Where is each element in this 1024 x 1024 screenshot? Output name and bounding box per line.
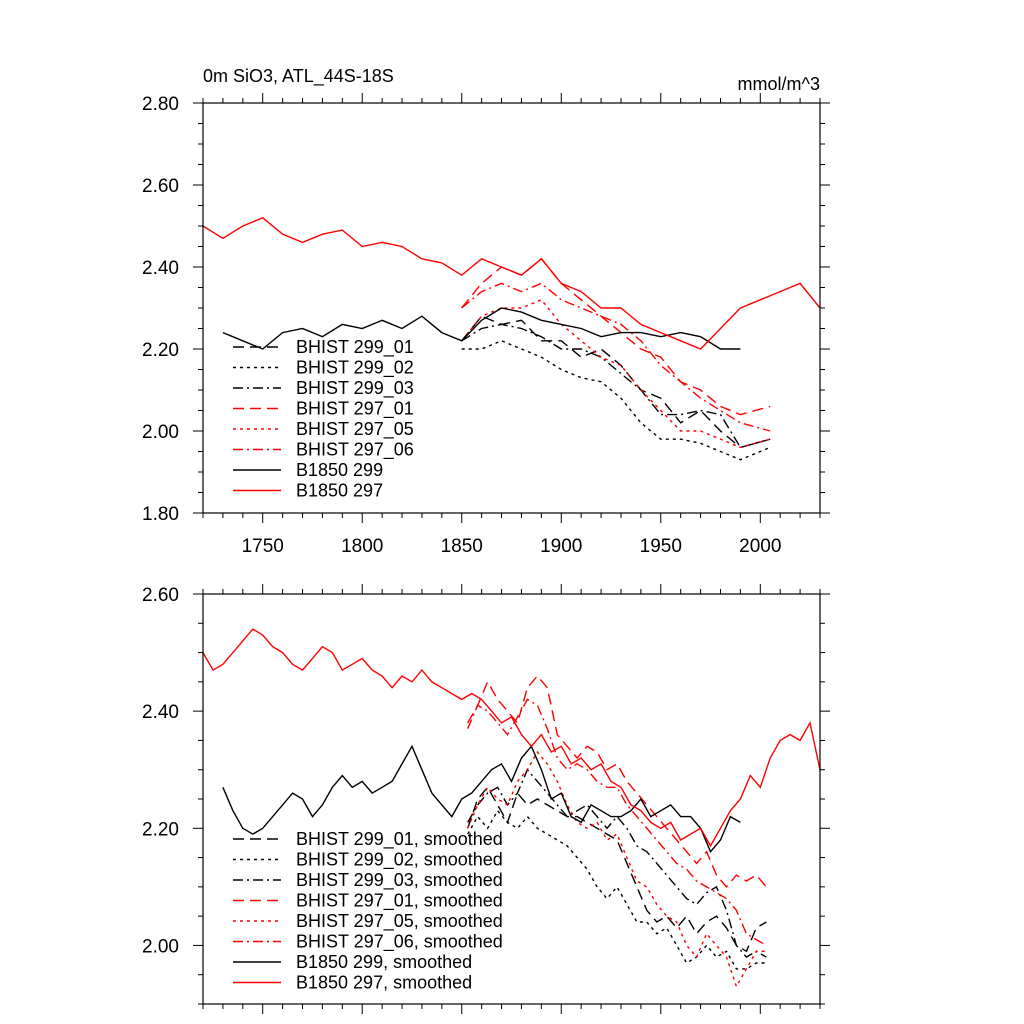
bottom-y-tick-label-0: 2.00 [142,936,179,957]
top-x-tick-label-4: 1950 [640,536,682,557]
bottom-series-line-2 [467,768,767,959]
top-x-tick-label-0: 1750 [242,536,284,557]
top-x-tick-label-1: 1800 [341,536,383,557]
top-legend-label-0: BHIST 299_01 [296,337,414,358]
bottom-series-group [202,628,821,989]
bottom-series-line-4 [467,750,767,989]
top-y-tick-label-2: 2.20 [142,340,179,361]
bottom-legend-label-0: BHIST 299_01, smoothed [296,829,503,850]
top-legend-label-4: BHIST 297_05 [296,419,414,440]
top-legend-label-6: B1850 299 [296,460,383,480]
top-legend-label-2: BHIST 299_03 [296,378,414,399]
bottom-legend-label-4: BHIST 297_05, smoothed [296,911,503,932]
top-legend-label-3: BHIST 297_01 [296,399,414,420]
bottom-series-line-1 [467,809,767,970]
top-axes: 1750 1800 1850 1900 1950 2000 1.80 2.00 2.20 2.40… [142,93,830,557]
top-x-tick-label-3: 1900 [540,536,582,557]
top-y-tick-label-3: 2.40 [142,258,179,279]
bottom-panel: 2.002.202.402.60 BHIST 299_01, smoothedB… [142,584,830,1014]
top-series-line-0 [461,315,771,449]
bottom-series-line-7 [202,628,821,848]
bottom-legend-label-7: B1850 297, smoothed [296,973,472,993]
top-legend-label-1: BHIST 299_02 [296,358,414,379]
bottom-y-tick-label-2: 2.40 [142,702,179,723]
top-title-right: mmol/m^3 [738,74,820,94]
bottom-axes: 2.00 2.20 2.40 2.60 [142,584,830,1014]
bottom-y-tick-label-3: 2.60 [142,585,179,606]
top-series-line-7 [202,216,821,350]
top-series-line-4 [461,298,771,449]
bottom-plot-frame [202,593,821,1005]
top-y-tick-label-5: 2.80 [142,94,179,115]
top-series-line-2 [461,323,771,449]
bottom-series-line-3 [467,674,767,888]
bottom-legend-label-6: B1850 299, smoothed [296,952,472,972]
top-y-tick-label-4: 2.60 [142,176,179,197]
bottom-legend-label-3: BHIST 297_01, smoothed [296,891,503,912]
top-y-tick-label-0: 1.80 [142,504,179,525]
top-series-line-3 [461,257,771,416]
top-plot-frame [202,102,821,514]
bottom-legend-label-2: BHIST 299_03, smoothed [296,870,503,891]
bottom-series-line-5 [467,698,767,947]
bottom-series-line-6 [222,744,741,854]
top-series-line-5 [461,282,771,432]
top-series-line-1 [461,340,771,461]
bottom-legend-label-1: BHIST 299_02, smoothed [296,850,503,871]
top-legend-label-5: BHIST 297_06 [296,440,414,461]
top-y-tick-label-1: 2.00 [142,422,179,443]
top-x-tick-label-2: 1850 [441,536,483,557]
top-series-group [202,216,821,461]
top-title-left: 0m SiO3, ATL_44S-18S [203,66,394,87]
bottom-legend-label-5: BHIST 297_06, smoothed [296,932,503,953]
bottom-series-line-0 [467,786,767,953]
top-panel: 0m SiO3, ATL_44S-18S mmol/m^3 1750 1800 18… [142,66,830,557]
top-legend-label-7: B1850 297 [296,481,383,501]
bottom-y-tick-label-1: 2.20 [142,819,179,840]
top-series-line-6 [222,307,741,350]
top-x-tick-label-5: 2000 [739,536,781,557]
